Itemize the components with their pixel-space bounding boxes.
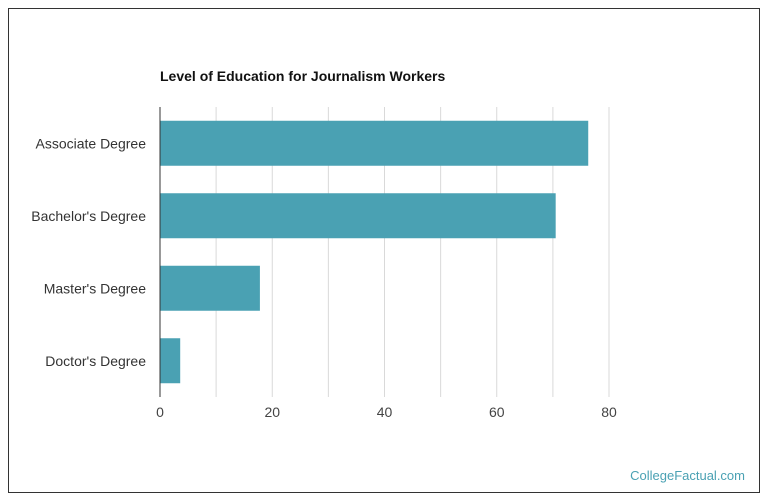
x-tick-label: 40 <box>377 404 393 420</box>
watermark-link[interactable]: CollegeFactual.com <box>630 468 745 483</box>
x-tick-label: 20 <box>264 404 280 420</box>
chart-title: Level of Education for Journalism Worker… <box>160 68 445 84</box>
x-tick-label: 80 <box>601 404 617 420</box>
category-label: Bachelor's Degree <box>31 208 146 224</box>
category-label: Associate Degree <box>35 135 146 151</box>
chart-frame: Level of Education for Journalism Worker… <box>8 8 760 493</box>
x-tick-label: 0 <box>156 404 164 420</box>
bar[interactable] <box>160 338 181 384</box>
bars <box>160 120 589 384</box>
bar[interactable] <box>160 193 556 239</box>
x-tick-label: 60 <box>489 404 505 420</box>
category-label: Master's Degree <box>44 280 146 296</box>
bar[interactable] <box>160 265 260 311</box>
bar-chart: Level of Education for Journalism Worker… <box>31 68 617 420</box>
category-labels: Associate Degree Bachelor's Degree Master'… <box>31 135 146 369</box>
bar[interactable] <box>160 120 589 166</box>
category-label: Doctor's Degree <box>45 353 146 369</box>
x-tick-labels: 0 20 40 60 80 <box>156 404 617 420</box>
